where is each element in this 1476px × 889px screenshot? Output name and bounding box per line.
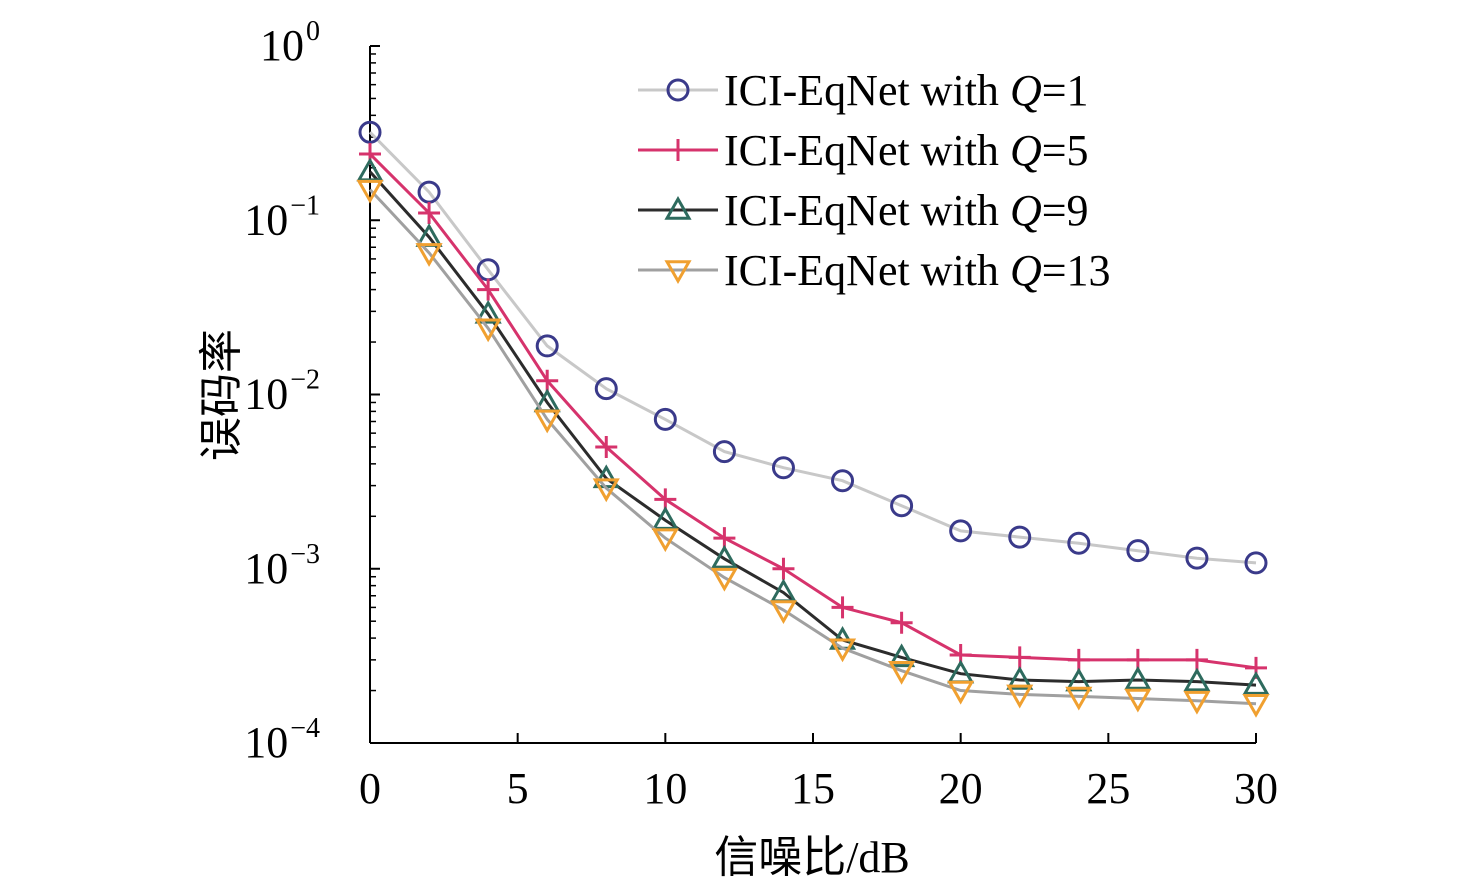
data-point xyxy=(358,120,382,144)
data-point xyxy=(888,643,916,668)
data-point xyxy=(653,407,677,431)
data-point xyxy=(712,440,736,464)
data-point xyxy=(710,544,738,569)
data-point xyxy=(1126,539,1150,563)
y-tick-label: 10−2 xyxy=(244,365,320,419)
data-point xyxy=(888,660,916,685)
data-point xyxy=(592,478,620,503)
data-point xyxy=(1183,690,1211,715)
series-2 xyxy=(359,142,1267,679)
legend-label: ICI-EqNet with Q=5 xyxy=(724,126,1089,175)
data-point xyxy=(477,278,500,301)
data-point xyxy=(1183,667,1211,692)
data-point xyxy=(1185,648,1208,671)
data-point xyxy=(594,377,618,401)
data-point xyxy=(947,680,975,705)
data-point xyxy=(1006,665,1034,690)
legend-label: ICI-EqNet with Q=9 xyxy=(724,186,1089,235)
data-point xyxy=(890,494,914,518)
x-tick-label: 0 xyxy=(359,764,381,813)
series-line xyxy=(368,152,1257,670)
data-point xyxy=(474,299,502,324)
data-point xyxy=(1065,667,1093,692)
data-point xyxy=(831,469,855,493)
y-tick-label: 10−3 xyxy=(244,539,320,593)
data-point xyxy=(949,519,973,543)
data-point xyxy=(533,409,561,434)
data-point xyxy=(536,369,559,392)
data-point xyxy=(1242,671,1270,695)
data-point xyxy=(1185,546,1209,570)
data-point xyxy=(1242,693,1270,718)
data-point xyxy=(1008,525,1032,549)
data-point xyxy=(710,567,738,592)
data-point xyxy=(769,600,798,624)
x-tick-label: 30 xyxy=(1234,764,1278,813)
series-3 xyxy=(356,157,1270,695)
series-line xyxy=(368,131,1257,565)
x-tick-label: 20 xyxy=(939,764,983,813)
data-point xyxy=(595,435,618,458)
data-point xyxy=(651,528,679,553)
series-line xyxy=(368,188,1257,706)
data-point xyxy=(772,557,795,580)
data-point xyxy=(1124,688,1152,713)
data-point xyxy=(1067,531,1091,555)
series-4 xyxy=(356,179,1270,718)
series-line xyxy=(368,170,1257,687)
y-tick-label: 100 xyxy=(260,16,320,70)
data-point xyxy=(1124,665,1152,690)
legend-entry: ICI-EqNet with Q=13 xyxy=(638,246,1111,295)
legend-swatch-marker xyxy=(667,139,689,161)
legend-swatch-marker xyxy=(664,260,692,285)
x-axis-label: 信噪比/dB xyxy=(714,833,910,882)
legend-entry: ICI-EqNet with Q=5 xyxy=(638,126,1089,175)
x-tick-label: 25 xyxy=(1086,764,1130,813)
legend: ICI-EqNet with Q=1 ICI-EqNet with Q=5 ICI-… xyxy=(638,66,1111,295)
x-tick-label: 10 xyxy=(643,764,687,813)
data-point xyxy=(1067,648,1090,671)
legend-entry: ICI-EqNet with Q=1 xyxy=(638,66,1089,115)
data-point xyxy=(356,179,384,204)
legend-swatch-marker xyxy=(666,78,690,102)
data-point xyxy=(1065,686,1093,711)
data-point xyxy=(828,638,857,663)
data-point xyxy=(1006,684,1034,709)
data-point xyxy=(535,334,559,358)
data-point xyxy=(1008,646,1031,669)
series-layer xyxy=(356,120,1270,718)
data-point xyxy=(1244,551,1268,575)
series-1 xyxy=(358,120,1268,575)
legend-label: ICI-EqNet with Q=13 xyxy=(724,246,1111,295)
data-point xyxy=(890,611,913,634)
x-tick-label: 5 xyxy=(507,764,529,813)
legend-swatch-marker xyxy=(664,195,692,220)
legend-label: ICI-EqNet with Q=1 xyxy=(724,66,1089,115)
data-point xyxy=(415,243,443,267)
data-point xyxy=(418,202,441,225)
data-point xyxy=(474,318,502,343)
y-tick-label: 10−4 xyxy=(244,713,320,767)
data-point xyxy=(771,456,795,480)
data-point xyxy=(831,596,854,619)
x-tick-label: 15 xyxy=(791,764,835,813)
legend-entry: ICI-EqNet with Q=9 xyxy=(638,186,1089,235)
axes: 0 5 10 15 20 25 30 100 10−1 10−2 10−3 10−4 xyxy=(244,16,1278,813)
y-tick-label: 10−1 xyxy=(244,190,320,244)
y-axis-label: 误码率 xyxy=(197,329,246,461)
